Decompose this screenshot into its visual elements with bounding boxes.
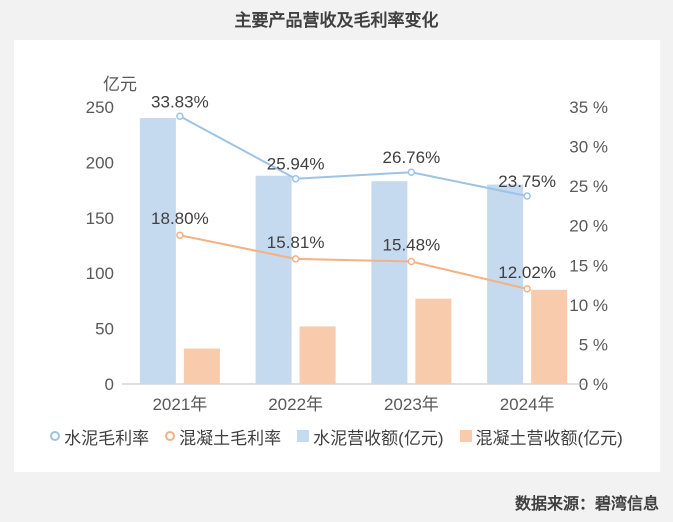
point-concrete-margin [523,285,531,293]
x-tick-label: 2022年 [268,395,323,414]
bar-concrete-revenue [531,289,568,384]
legend-label-concrete-margin: 混凝土毛利率 [179,428,282,448]
legend-item-concrete-margin[interactable]: 混凝土毛利率 [165,424,281,449]
data-label-concrete-margin: 12.02% [498,263,556,282]
bar-cement-revenue [139,118,176,384]
point-concrete-margin [291,255,300,263]
y-right-tick-label: 30 % [569,138,608,157]
x-tick-label: 2021年 [152,395,207,414]
y-left-tick-label: 0 [105,375,114,394]
chart-title: 主要产品营收及毛利率变化 [234,11,439,30]
point-cement-margin [176,112,184,121]
x-tick-label: 2023年 [384,395,439,414]
y-left-axis-label: 亿元 [103,75,137,94]
legend-label-cement-margin: 水泥毛利率 [64,428,150,448]
data-label-cement-margin: 25.94% [267,155,325,174]
point-concrete-margin [176,231,184,239]
legend-marker-cement-margin [50,431,61,441]
y-left-tick-label: 50 [95,320,114,339]
line-concrete-margin [179,234,528,290]
bar-concrete-revenue [299,326,336,384]
point-cement-margin [523,192,531,200]
y-right-tick-label: 25 % [569,177,608,196]
y-right-tick-label: 20 % [569,217,608,236]
y-right-tick-label: 35 % [569,98,608,117]
point-concrete-margin [407,257,416,266]
point-cement-margin [407,168,416,176]
data-label-concrete-margin: 18.80% [151,209,209,228]
y-left-tick-label: 100 [86,264,114,283]
y-right-tick-label: 5 % [579,335,608,354]
chart-panel [14,40,660,472]
y-left-tick-label: 250 [86,98,114,117]
y-right-tick-label: 10 % [569,296,608,315]
data-label-cement-margin: 26.76% [383,148,441,167]
data-label-cement-margin: 33.83% [151,92,209,111]
legend-label-cement-revenue: 水泥营收额(亿元) [313,428,444,448]
y-right-tick-label: 15 % [569,256,608,275]
data-label-concrete-margin: 15.81% [267,233,325,252]
x-tick-label: 2024年 [500,395,555,414]
legend-item-concrete-revenue[interactable]: 混凝土营收额(亿元) [459,424,623,449]
legend-label-concrete-revenue: 混凝土营收额(亿元) [475,428,623,448]
legend-marker-concrete-revenue [459,430,472,442]
bar-cement-revenue [371,181,408,384]
data-label-concrete-margin: 15.48% [383,235,441,254]
bar-concrete-revenue [183,348,220,384]
point-cement-margin [291,174,300,183]
legend-item-cement-revenue[interactable]: 水泥营收额(亿元) [297,424,444,449]
data-label-cement-margin: 23.75% [498,172,556,191]
source-credit: 数据来源：碧湾信息 [514,496,659,513]
bar-concrete-revenue [415,298,452,384]
legend-marker-concrete-margin [165,431,176,441]
bar-cement-revenue [255,175,292,384]
y-left-tick-label: 150 [86,209,114,228]
legend-marker-cement-revenue [297,430,310,442]
y-left-tick-label: 200 [86,153,114,172]
legend: 水泥毛利率 混凝土毛利率 水泥营收额(亿元) 混凝土营收额(亿元) [0,424,673,448]
line-cement-margin [179,115,528,198]
y-right-tick-label: 0 % [579,375,608,394]
legend-item-cement-margin[interactable]: 水泥毛利率 [50,424,149,449]
